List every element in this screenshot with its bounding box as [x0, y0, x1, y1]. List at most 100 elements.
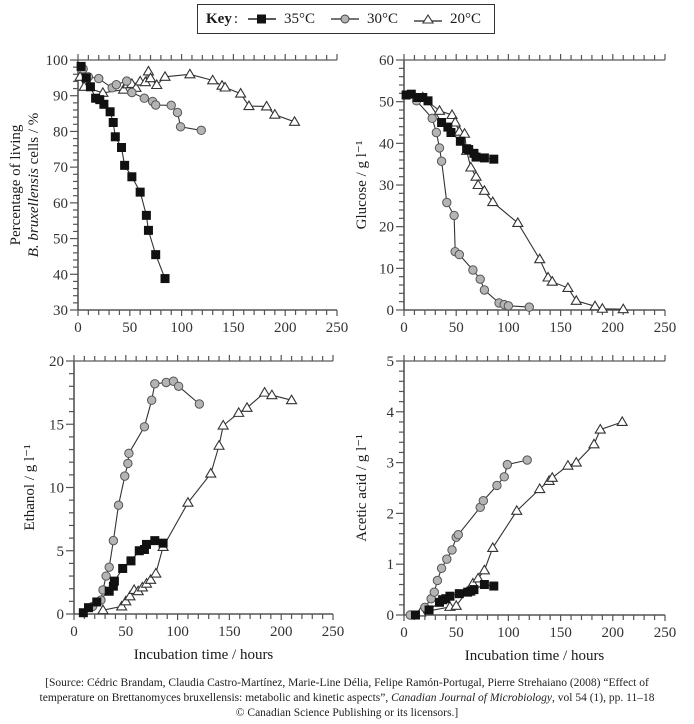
y-tick-label: 40: [53, 267, 68, 283]
y-tick-label: 60: [379, 53, 394, 69]
data-point-30c: [139, 422, 150, 432]
data-point-20c: [561, 281, 574, 292]
data-point-20c: [142, 65, 155, 76]
data-point-20c: [617, 303, 630, 314]
data-point-20c: [533, 253, 546, 264]
data-point-35c: [455, 136, 465, 146]
data-point-35c: [126, 556, 136, 566]
data-point-35c: [143, 225, 153, 235]
data-point-20c: [242, 99, 255, 111]
data-point-20c: [288, 115, 301, 126]
data-point-35c: [413, 93, 423, 102]
data-point-35c: [109, 576, 119, 586]
y-tick-label: 100: [46, 53, 69, 69]
x-tick-label: 200: [602, 320, 625, 336]
y-tick-label: 10: [49, 481, 64, 497]
data-point-35c: [81, 73, 91, 83]
data-point-35c: [446, 128, 456, 137]
data-point-20c: [464, 161, 477, 172]
data-point-35c: [84, 603, 94, 613]
data-point-30c: [436, 156, 447, 166]
data-point-35c: [105, 107, 115, 117]
data-point-35c: [108, 118, 118, 127]
data-point-35c: [142, 539, 152, 549]
data-point-35c: [151, 250, 161, 260]
data-point-20c: [204, 467, 217, 478]
y-tick-label: 50: [379, 95, 394, 111]
data-point-20c: [159, 70, 171, 81]
y-tick-label: 30: [379, 178, 394, 194]
data-point-20c: [486, 541, 499, 552]
x-tick-label: 250: [654, 320, 677, 336]
data-point-30c: [127, 87, 137, 98]
y-tick-label: 90: [53, 89, 68, 105]
data-point-20c: [265, 389, 278, 400]
x-tick-label: 150: [549, 625, 572, 641]
data-point-20c: [596, 302, 609, 313]
y-tick-label: 5: [387, 354, 395, 370]
data-point-20c: [150, 78, 163, 90]
x-tick-label: 0: [74, 320, 82, 336]
data-point-20c: [486, 195, 499, 207]
data-point-20c: [149, 567, 162, 578]
source-text: , vol 54 (1), pp. 11–18: [552, 692, 655, 704]
data-point-30c: [442, 554, 452, 564]
y-axis-title: Acetic acid / g l⁻¹: [354, 434, 370, 541]
data-point-30c: [442, 197, 452, 208]
data-point-30c: [468, 265, 478, 275]
data-point-35c: [141, 210, 151, 220]
y-axis-title-line1: Percentage of living: [8, 124, 24, 245]
data-point-20c: [533, 482, 546, 494]
x-axis-title: Incubation time / hours: [465, 648, 605, 664]
x-tick-label: 100: [166, 624, 189, 640]
data-point-20c: [119, 595, 132, 606]
x-tick-label: 100: [170, 320, 193, 336]
data-point-35c: [410, 610, 420, 620]
x-tick-label: 50: [449, 320, 464, 336]
data-point-35c: [150, 536, 160, 546]
data-point-30c: [108, 535, 119, 546]
data-point-20c: [144, 573, 157, 584]
y-tick-label: 4: [387, 405, 395, 421]
data-point-30c: [434, 143, 445, 153]
y-axis-title-line2: B. bruxellensis cells / %: [26, 113, 42, 258]
data-point-35c: [108, 581, 118, 591]
data-point-20c: [570, 294, 583, 305]
y-tick-label: 1: [387, 557, 395, 573]
data-point-35c: [479, 153, 489, 163]
data-point-20c: [206, 74, 219, 85]
x-tick-label: 200: [270, 624, 293, 640]
x-tick-label: 150: [222, 320, 245, 336]
data-point-20c: [241, 401, 253, 412]
data-point-35c: [479, 580, 489, 590]
x-tick-label: 200: [602, 625, 625, 641]
data-point-35c: [489, 581, 499, 591]
data-point-30c: [150, 379, 160, 389]
data-point-30c: [172, 107, 183, 118]
legend-label: 35°C: [284, 10, 316, 27]
data-point-20c: [589, 300, 602, 311]
source-line-2: temperature on Brettanomyces bruxellensi…: [0, 691, 694, 706]
data-point-30c: [502, 459, 513, 470]
data-point-35c: [118, 563, 128, 573]
x-axis-title: Incubation time / hours: [134, 647, 274, 663]
data-point-30c: [427, 113, 437, 124]
x-tick-label: 200: [274, 320, 297, 336]
legend-title: Key: [206, 10, 232, 27]
data-point-20c: [616, 415, 629, 427]
data-point-35c: [76, 61, 86, 71]
data-point-35c: [92, 597, 102, 607]
x-tick-label: 100: [497, 320, 520, 336]
data-point-30c: [120, 471, 130, 481]
x-tick-label: 50: [449, 625, 464, 641]
x-tick-label: 150: [549, 320, 572, 336]
data-point-30c: [175, 122, 186, 132]
data-point-30c: [447, 545, 457, 555]
data-point-20c: [97, 604, 109, 615]
y-tick-label: 3: [387, 456, 395, 472]
data-point-20c: [433, 104, 446, 115]
legend-label: 20°C: [450, 10, 482, 27]
data-point-35c: [424, 605, 434, 615]
data-point-35c: [469, 585, 479, 595]
data-point-20c: [285, 394, 298, 405]
